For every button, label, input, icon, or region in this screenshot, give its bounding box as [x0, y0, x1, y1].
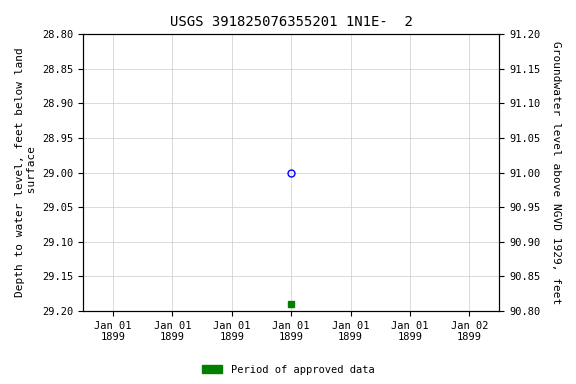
Title: USGS 391825076355201 1N1E-  2: USGS 391825076355201 1N1E- 2: [170, 15, 412, 29]
Y-axis label: Groundwater level above NGVD 1929, feet: Groundwater level above NGVD 1929, feet: [551, 41, 561, 304]
Legend: Period of approved data: Period of approved data: [198, 361, 378, 379]
Y-axis label: Depth to water level, feet below land
 surface: Depth to water level, feet below land su…: [15, 48, 37, 298]
